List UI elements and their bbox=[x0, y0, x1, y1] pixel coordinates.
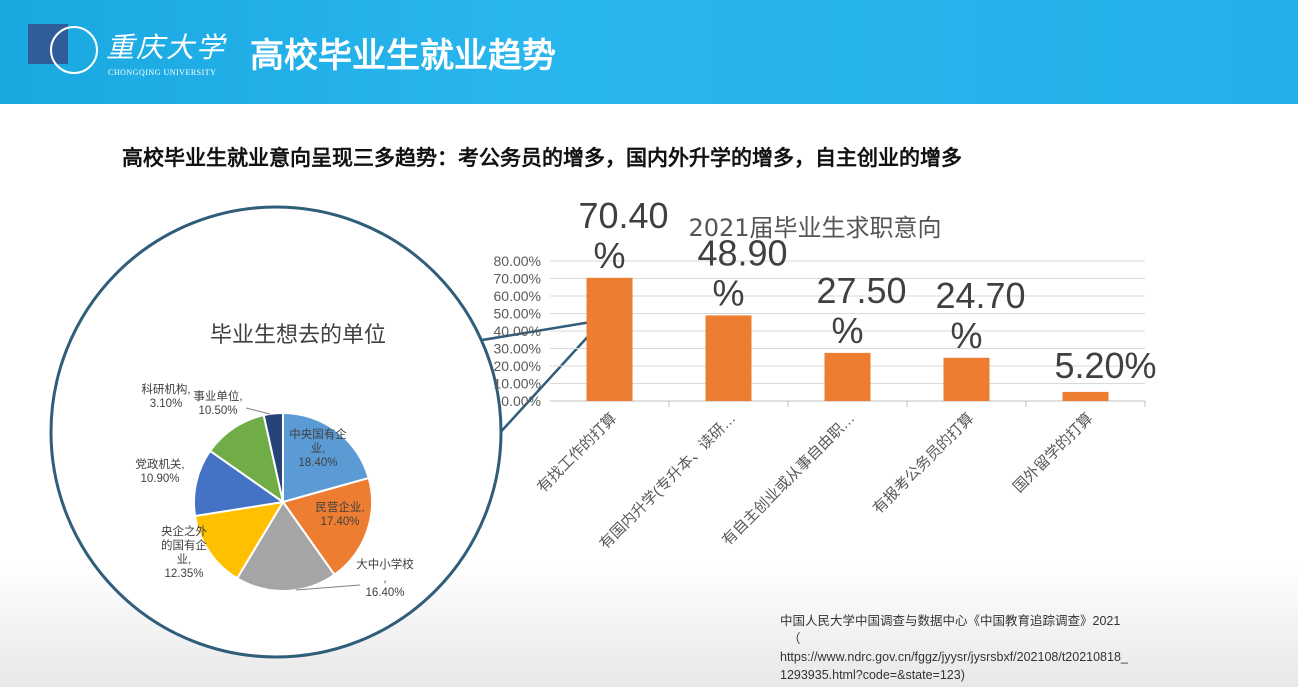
x-category-label: 国外留学的打算 bbox=[1009, 409, 1096, 496]
y-tick-label: 40.00% bbox=[494, 323, 541, 339]
pie-leader-line bbox=[245, 407, 271, 415]
bar-data-label: 5.20% bbox=[1054, 345, 1156, 386]
pie-slice-label: 央企之外的国有企业, 12.35% bbox=[161, 524, 207, 580]
pie-slice-label: 事业单位, 10.50% bbox=[193, 389, 242, 417]
bar-chart-title: 2021届毕业生求职意向 bbox=[688, 214, 941, 242]
x-category-label: 有报考公务员的打算 bbox=[869, 409, 977, 517]
page-title: 高校毕业生就业趋势 bbox=[250, 36, 556, 76]
y-tick-label: 0.00% bbox=[501, 393, 541, 409]
x-category-label: 有国内升学(专升本、读研… bbox=[596, 410, 739, 553]
pie-slice-label: 中央国有企业, 18.40% bbox=[289, 427, 347, 469]
zoom-connector-bottom bbox=[496, 319, 604, 437]
y-tick-label: 60.00% bbox=[494, 288, 541, 304]
university-logo-en: CHONGQING UNIVERSITY bbox=[108, 68, 217, 77]
university-seal-icon bbox=[50, 26, 98, 74]
bar-chart: 2021届毕业生求职意向 0.00%10.00% 20.00%30.00% 40.00… bbox=[494, 195, 1157, 553]
y-tick-label: 50.00% bbox=[494, 306, 541, 322]
bar bbox=[705, 315, 752, 401]
bar-data-label: 27.50% bbox=[816, 270, 906, 351]
pie-slice bbox=[208, 413, 285, 505]
y-tick-label: 30.00% bbox=[494, 341, 541, 357]
bar-data-label: 48.90% bbox=[697, 232, 787, 313]
bar bbox=[824, 352, 871, 401]
y-tick-label: 80.00% bbox=[494, 253, 541, 269]
pie-slice bbox=[193, 500, 285, 580]
pie-slice bbox=[193, 449, 286, 518]
pie-slice bbox=[262, 411, 284, 503]
bar bbox=[1062, 391, 1109, 401]
university-logo-text: 重庆大学 bbox=[106, 31, 227, 64]
source-citation: 中国人民大学中国调查与数据中心《中国教育追踪调查》2021 （ https://… bbox=[780, 612, 1200, 684]
bar-data-label: 70.40% bbox=[578, 195, 668, 276]
bar-data-label: 24.70% bbox=[935, 275, 1025, 356]
pie-chart-title: 毕业生想去的单位 bbox=[210, 323, 386, 348]
y-tick-label: 10.00% bbox=[494, 376, 541, 392]
source-line-1: 中国人民大学中国调查与数据中心《中国教育追踪调查》2021 bbox=[780, 614, 1121, 628]
pie-leader-line bbox=[295, 584, 361, 591]
pie-slice bbox=[281, 476, 373, 577]
slide-subtitle: 高校毕业生就业意向呈现三多趋势：考公务员的增多，国内外升学的增多，自主创业的增多 bbox=[122, 146, 962, 170]
pie-slice-label: 大中小学校, 16.40% bbox=[356, 557, 414, 599]
pie-slice-label: 民营企业, 17.40% bbox=[315, 500, 364, 528]
bar bbox=[586, 277, 633, 401]
source-line-2: （ bbox=[788, 632, 801, 646]
source-url[interactable]: https://www.ndrc.gov.cn/fggz/jyysr/jysrs… bbox=[780, 650, 1128, 664]
x-category-label: 有找工作的打算 bbox=[533, 409, 620, 496]
pie-slice bbox=[235, 500, 336, 592]
header-banner: 重庆大学 CHONGQING UNIVERSITY 高校毕业生就业趋势 bbox=[0, 0, 1298, 104]
y-tick-label: 70.00% bbox=[494, 271, 541, 287]
pie-slice-label: 党政机关, 10.90% bbox=[135, 457, 184, 485]
y-tick-label: 20.00% bbox=[494, 358, 541, 374]
pie-slice-label: 科研机构, 3.10% bbox=[141, 382, 190, 410]
x-category-label: 有自主创业或从事自由职… bbox=[719, 410, 858, 549]
source-url-cont[interactable]: 1293935.html?code=&state=123) bbox=[780, 668, 965, 682]
bar bbox=[943, 357, 990, 401]
pie-slice bbox=[282, 411, 370, 504]
